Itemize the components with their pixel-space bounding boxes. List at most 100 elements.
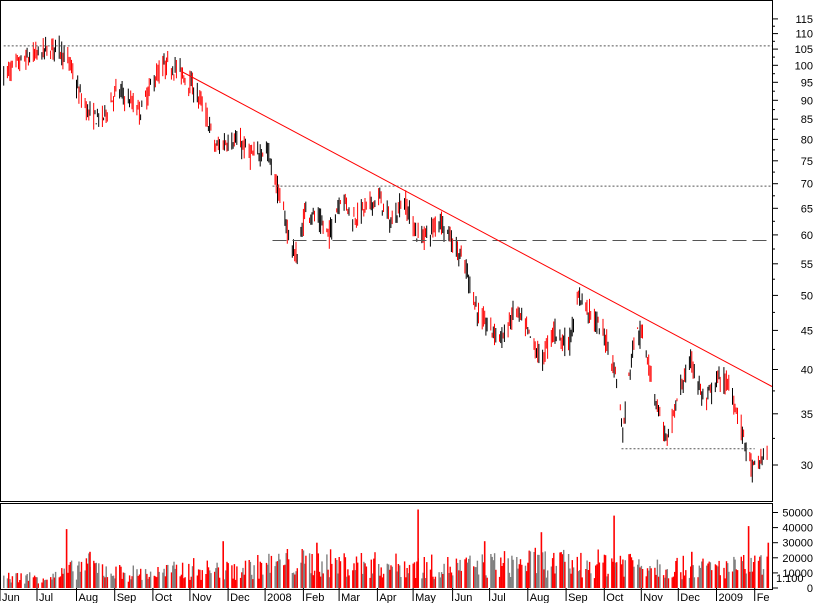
- volume-bar: [688, 577, 691, 588]
- volume-bar: [354, 570, 356, 588]
- volume-panel: 0 10000 20000 30000 40000 50000 1:100: [3, 508, 813, 595]
- volume-bar: [579, 570, 581, 588]
- volume-bar: [754, 555, 756, 588]
- volume-bar: [225, 570, 227, 588]
- volume-bar: [473, 566, 475, 588]
- volume-bar: [406, 568, 408, 588]
- volume-bar: [115, 566, 117, 588]
- y-tick-label: 100: [795, 60, 813, 72]
- volume-bar: [51, 579, 53, 588]
- volume-bar: [527, 562, 529, 588]
- y-tick-label: 70: [801, 179, 813, 191]
- volume-bar: [360, 553, 363, 588]
- x-axis: Jun Jul Aug Sep Oct Nov Dec 2008 Feb Mar Apr May Jun…: [0, 588, 770, 604]
- volume-bar: [294, 574, 296, 588]
- volume-bar: [587, 570, 589, 588]
- volume-bar: [719, 575, 721, 588]
- volume-bar: [491, 556, 493, 588]
- volume-bar: [432, 576, 434, 588]
- volume-bar: [560, 552, 562, 588]
- volume-y-tick-label: 40000: [782, 523, 813, 535]
- volume-bar: [725, 561, 728, 588]
- volume-bar: [79, 571, 81, 588]
- volume-bar: [154, 576, 157, 588]
- volume-bar: [412, 563, 414, 588]
- volume-bar: [382, 573, 385, 588]
- volume-spike-bar: [89, 551, 91, 588]
- volume-bar: [300, 562, 302, 588]
- volume-bar: [98, 563, 100, 588]
- volume-bar: [278, 553, 280, 588]
- volume-bar: [495, 569, 497, 588]
- volume-y-tick-label: 0: [807, 583, 813, 595]
- y-tick-label: 60: [801, 230, 813, 242]
- volume-bar: [295, 571, 297, 588]
- volume-bar: [477, 574, 480, 588]
- volume-bar: [656, 559, 659, 588]
- volume-bar: [744, 569, 746, 588]
- volume-bar: [646, 568, 649, 588]
- volume-bar: [602, 562, 604, 588]
- price-series: [3, 35, 768, 483]
- volume-bar: [363, 561, 365, 588]
- volume-bar: [502, 563, 504, 588]
- x-tick-label: Oct: [155, 592, 172, 603]
- volume-frame: [0, 503, 773, 590]
- volume-bar: [521, 564, 523, 588]
- volume-bar: [93, 560, 95, 588]
- y-tick-label: 50: [801, 290, 813, 302]
- volume-bar: [232, 578, 234, 588]
- volume-bar: [675, 561, 677, 588]
- volume-bar: [431, 554, 433, 588]
- volume-bar: [59, 576, 62, 588]
- y-tick-label: 105: [795, 44, 813, 56]
- volume-bar: [452, 575, 454, 588]
- x-tick-label: Mar: [341, 592, 360, 603]
- volume-bar: [724, 578, 726, 588]
- x-tick-label: 2008: [267, 592, 291, 603]
- volume-bar: [369, 577, 371, 588]
- volume-bar: [611, 558, 613, 588]
- volume-bar: [735, 569, 737, 588]
- volume-bar: [616, 562, 618, 588]
- volume-bar: [415, 578, 417, 588]
- volume-bar: [112, 575, 115, 588]
- volume-bar: [226, 561, 228, 588]
- volume-bar: [119, 565, 121, 588]
- volume-bar: [749, 571, 751, 588]
- volume-bar: [345, 576, 348, 588]
- volume-bar: [8, 572, 10, 588]
- volume-bar: [482, 562, 485, 588]
- volume-bar: [493, 553, 496, 588]
- volume-bar: [439, 577, 442, 588]
- volume-bar: [26, 574, 28, 588]
- volume-bar: [241, 572, 243, 588]
- volume-bar: [395, 553, 397, 588]
- y-tick-label: 55: [801, 259, 813, 271]
- volume-bar: [629, 553, 631, 588]
- volume-bar: [468, 558, 470, 588]
- volume-bar: [697, 577, 699, 588]
- volume-bar: [162, 572, 164, 588]
- volume-bar: [619, 555, 622, 588]
- volume-bar: [339, 561, 342, 588]
- volume-bar: [164, 576, 167, 588]
- volume-bar: [429, 569, 432, 588]
- volume-bar: [614, 562, 617, 588]
- volume-bar: [275, 561, 277, 588]
- volume-bar: [184, 577, 186, 588]
- volume-bar: [526, 571, 528, 588]
- volume-bar: [706, 565, 708, 588]
- volume-bar: [347, 569, 349, 588]
- volume-bar: [638, 559, 640, 588]
- volume-bar: [733, 556, 735, 588]
- volume-bar: [357, 562, 359, 588]
- price-y-axis: 30 35 40 45 50 55 60 65 70 75 80 85 90 95 100 105 110 115: [772, 14, 813, 472]
- volume-bar: [481, 554, 483, 588]
- volume-bar: [320, 576, 322, 588]
- volume-bar: [381, 577, 384, 588]
- volume-bar: [196, 575, 199, 588]
- volume-bar: [373, 558, 375, 588]
- volume-bar: [285, 553, 287, 588]
- volume-bar: [581, 577, 583, 588]
